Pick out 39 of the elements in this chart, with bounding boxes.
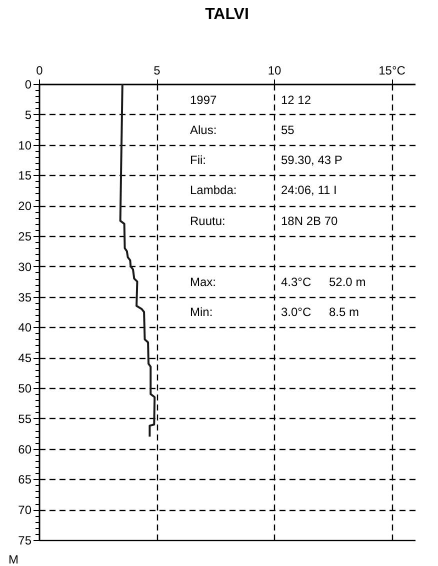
annotation: Lambda: <box>190 183 237 197</box>
annotation: Ruutu: <box>190 214 226 228</box>
annotation: Fii: <box>190 153 206 167</box>
x-tick-label: 0 <box>36 64 44 78</box>
x-tick-label: 5 <box>154 64 161 78</box>
annotation: 59.30, 43 P <box>281 153 342 167</box>
y-tick-label: 60 <box>18 442 32 456</box>
y-tick-label: 70 <box>18 503 32 518</box>
y-tick-label: 20 <box>18 199 32 214</box>
chart-title: TALVI <box>205 6 249 23</box>
y-tick-label: 30 <box>18 260 32 274</box>
annotation: 52.0 m <box>329 275 366 289</box>
y-tick-label: 75 <box>18 534 32 548</box>
y-tick-label: 45 <box>18 351 32 366</box>
y-tick-label: 10 <box>18 138 32 152</box>
y-tick-label: 25 <box>18 230 32 244</box>
annotation: Alus: <box>190 123 217 137</box>
annotation: 3.0°C <box>281 305 312 319</box>
y-tick-label: 50 <box>18 382 32 396</box>
annotation: 8.5 m <box>329 305 360 319</box>
annotation: 1997 <box>190 93 218 107</box>
y-tick-label: 5 <box>24 108 32 122</box>
y-tick-label: 15 <box>18 168 32 183</box>
y-tick-label: 35 <box>18 290 32 304</box>
annotation: Max: <box>190 275 216 289</box>
annotation: Min: <box>190 305 213 319</box>
y-tick-label: 65 <box>18 472 32 487</box>
annotation: 4.3°C <box>281 275 312 289</box>
annotation: 12 12 <box>281 93 312 107</box>
x-tick-label: 10 <box>268 64 282 78</box>
line-series <box>119 83 156 438</box>
y-tick-label: 40 <box>18 320 32 335</box>
x-tick-label: 15°C <box>378 64 406 78</box>
annotation: 55 <box>281 123 295 137</box>
y-axis-title: M <box>8 552 18 566</box>
y-tick-label: 55 <box>18 412 32 426</box>
y-tick-label: 0 <box>24 78 32 92</box>
annotation: 24:06, 11 I <box>281 183 337 197</box>
annotation: 18N 2B 70 <box>281 214 338 228</box>
